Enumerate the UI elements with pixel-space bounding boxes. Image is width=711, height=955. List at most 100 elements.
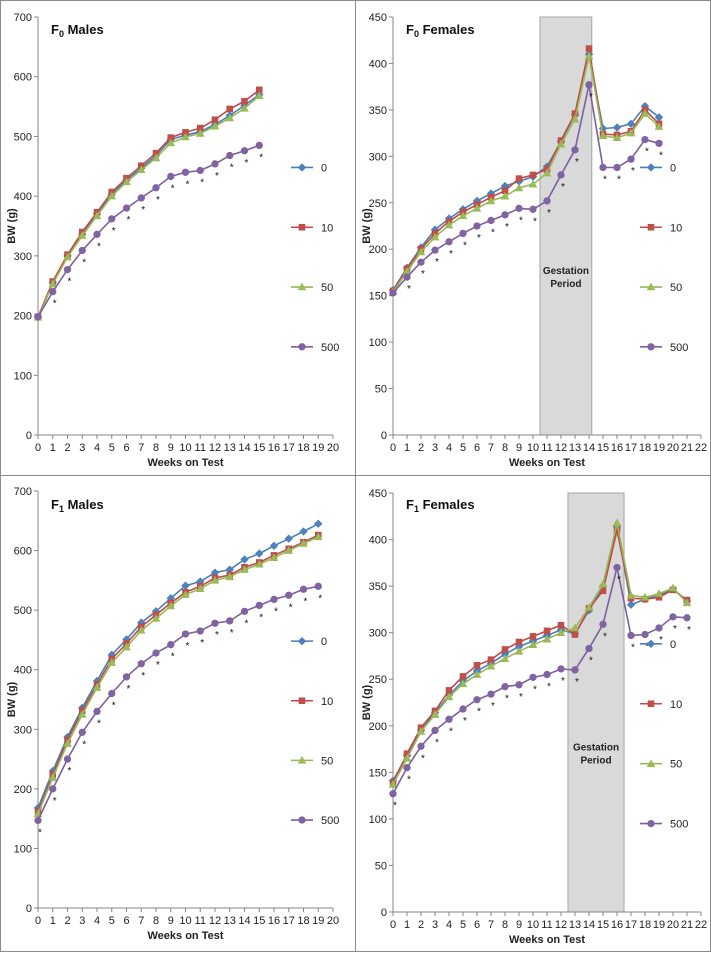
legend-label: 0 bbox=[670, 639, 676, 651]
data-point-0 bbox=[626, 600, 636, 609]
legend-label: 10 bbox=[670, 222, 682, 234]
data-point-500 bbox=[641, 630, 649, 639]
significance-marker: * bbox=[659, 635, 663, 646]
y-tick-label: 450 bbox=[369, 12, 387, 24]
legend-marker-50 bbox=[646, 759, 656, 767]
data-point-500 bbox=[599, 620, 607, 628]
chart-svg: GestationPeriod0501001502002503003504004… bbox=[361, 12, 707, 469]
data-point-500 bbox=[49, 785, 57, 793]
x-tick-label: 9 bbox=[516, 442, 522, 454]
y-tick-label: 150 bbox=[369, 291, 387, 303]
significance-marker: * bbox=[519, 692, 523, 703]
data-point-50 bbox=[225, 113, 235, 122]
x-tick-label: 19 bbox=[312, 915, 324, 927]
significance-marker: * bbox=[421, 753, 425, 764]
chart-title: F0 Females bbox=[406, 22, 475, 39]
data-point-10 bbox=[529, 633, 537, 640]
x-tick-label: 3 bbox=[432, 442, 438, 454]
legend-marker-500 bbox=[647, 343, 655, 351]
legend-label: 0 bbox=[321, 162, 327, 174]
x-tick-label: 18 bbox=[639, 442, 651, 454]
data-point-500 bbox=[585, 81, 593, 89]
significance-marker: * bbox=[245, 158, 249, 169]
data-point-500 bbox=[529, 205, 537, 213]
x-tick-label: 20 bbox=[327, 915, 339, 927]
y-tick-label: 700 bbox=[14, 486, 32, 498]
data-point-50 bbox=[269, 553, 279, 561]
y-axis-label: BW (g) bbox=[6, 681, 18, 717]
x-axis-label: Weeks on Test bbox=[509, 934, 585, 946]
data-point-50 bbox=[63, 252, 72, 261]
legend-label: 50 bbox=[321, 755, 333, 767]
x-tick-label: 13 bbox=[569, 442, 581, 454]
data-point-500 bbox=[122, 673, 131, 681]
data-point-500 bbox=[167, 641, 175, 649]
data-point-50 bbox=[654, 589, 664, 597]
data-point-500 bbox=[226, 151, 234, 160]
series-line-50 bbox=[392, 55, 660, 293]
x-tick-label: 8 bbox=[502, 919, 508, 931]
data-point-50 bbox=[444, 692, 454, 701]
series-line-500 bbox=[37, 585, 319, 821]
gestation-label: Period bbox=[550, 279, 581, 290]
y-tick-label: 0 bbox=[381, 430, 387, 442]
data-point-50 bbox=[458, 211, 468, 220]
data-point-10 bbox=[241, 97, 248, 105]
series-line-50 bbox=[37, 536, 319, 815]
data-point-500 bbox=[445, 238, 453, 246]
x-tick-label: 6 bbox=[474, 442, 480, 454]
y-tick-label: 400 bbox=[369, 58, 387, 70]
significance-marker: * bbox=[171, 183, 175, 194]
significance-marker: * bbox=[200, 177, 204, 188]
significance-marker: * bbox=[603, 631, 607, 642]
data-point-500 bbox=[211, 160, 219, 168]
data-point-500 bbox=[473, 696, 481, 704]
data-point-500 bbox=[515, 681, 523, 689]
data-point-10 bbox=[515, 175, 523, 182]
x-tick-label: 7 bbox=[138, 442, 144, 454]
data-point-0 bbox=[299, 527, 308, 536]
x-tick-label: 16 bbox=[268, 442, 280, 454]
data-point-50 bbox=[166, 138, 176, 147]
data-point-50 bbox=[584, 51, 594, 60]
data-point-50 bbox=[458, 679, 468, 688]
significance-marker: * bbox=[259, 612, 263, 623]
y-tick-label: 250 bbox=[369, 198, 387, 210]
significance-marker: * bbox=[645, 642, 649, 653]
significance-marker: * bbox=[449, 249, 453, 260]
data-point-50 bbox=[626, 128, 636, 137]
y-tick-label: 300 bbox=[14, 251, 32, 263]
significance-marker: * bbox=[547, 682, 551, 693]
significance-marker: * bbox=[491, 227, 495, 238]
y-tick-label: 400 bbox=[14, 191, 32, 203]
significance-marker: * bbox=[617, 574, 621, 585]
data-point-50 bbox=[313, 532, 323, 541]
chart-title: F0 Males bbox=[51, 22, 104, 39]
legend-marker-50 bbox=[646, 282, 656, 291]
data-point-10 bbox=[445, 687, 453, 694]
data-point-500 bbox=[501, 211, 509, 219]
legend-marker-10 bbox=[298, 697, 306, 705]
significance-marker: * bbox=[289, 602, 293, 613]
data-point-50 bbox=[107, 658, 117, 666]
significance-marker: * bbox=[318, 593, 322, 604]
y-tick-label: 50 bbox=[375, 384, 387, 396]
x-tick-label: 20 bbox=[667, 442, 679, 454]
significance-marker: * bbox=[186, 179, 190, 190]
x-tick-label: 7 bbox=[488, 919, 494, 931]
significance-marker: * bbox=[245, 618, 249, 629]
y-tick-label: 200 bbox=[14, 784, 32, 796]
data-point-500 bbox=[78, 246, 86, 255]
data-point-50 bbox=[528, 179, 538, 188]
data-point-10 bbox=[211, 116, 219, 123]
legend-marker-50 bbox=[297, 755, 307, 764]
series-line-0 bbox=[392, 526, 688, 782]
x-tick-label: 4 bbox=[446, 919, 452, 931]
significance-marker: * bbox=[505, 222, 509, 233]
gestation-label: Gestation bbox=[573, 743, 619, 754]
x-tick-label: 1 bbox=[50, 915, 56, 927]
data-point-50 bbox=[210, 575, 220, 584]
data-point-50 bbox=[430, 710, 440, 718]
x-tick-label: 8 bbox=[153, 915, 159, 927]
x-tick-label: 15 bbox=[253, 442, 265, 454]
